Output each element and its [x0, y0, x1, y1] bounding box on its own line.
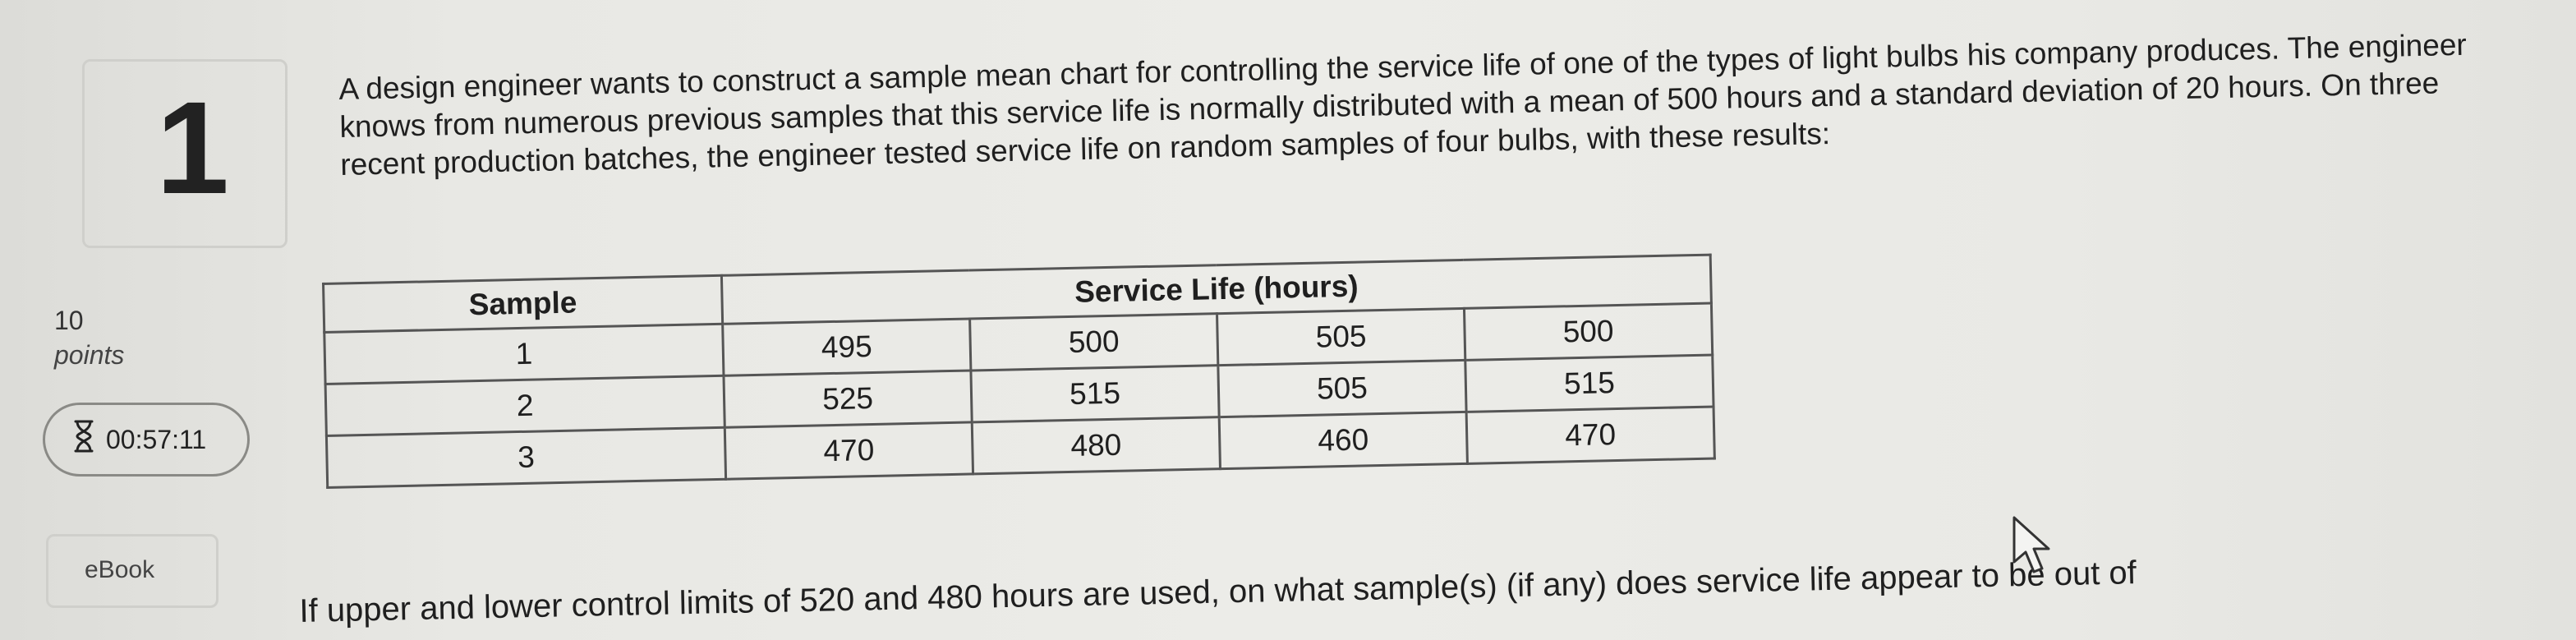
sample-cell: 2: [325, 375, 725, 436]
ebook-label: eBook: [85, 556, 155, 583]
value-cell: 515: [970, 365, 1220, 422]
sample-cell: 1: [324, 324, 724, 384]
header-sample: Sample: [323, 275, 723, 333]
ebook-button[interactable]: eBook: [46, 534, 218, 608]
followup-question-text: If upper and lower control limits of 520…: [299, 555, 2137, 629]
value-cell: 505: [1217, 308, 1465, 366]
timer-button[interactable]: 00:57:11: [43, 403, 250, 477]
question-text: A design engineer wants to construct a s…: [338, 27, 2468, 182]
value-cell: 460: [1219, 412, 1468, 469]
timer-text: 00:57:11: [106, 424, 207, 454]
hourglass-icon: [73, 420, 94, 459]
points-value: 10: [54, 306, 84, 335]
value-cell: 500: [1464, 303, 1713, 361]
value-cell: 470: [1466, 407, 1715, 464]
data-table-wrapper: Sample Service Life (hours) 1 495 500 50…: [322, 254, 1716, 489]
mouse-pointer-icon: [2011, 514, 2060, 580]
value-cell: 480: [972, 417, 1221, 474]
value-cell: 495: [722, 318, 971, 376]
service-life-table: Sample Service Life (hours) 1 495 500 50…: [322, 254, 1716, 489]
points-label: points: [54, 340, 125, 370]
question-number: 1: [156, 74, 229, 221]
sample-cell: 3: [326, 427, 726, 488]
question-number-box[interactable]: [82, 59, 288, 248]
value-cell: 515: [1465, 355, 1714, 412]
value-cell: 525: [723, 370, 973, 428]
value-cell: 505: [1217, 360, 1467, 417]
value-cell: 470: [724, 421, 973, 480]
value-cell: 500: [969, 313, 1218, 371]
